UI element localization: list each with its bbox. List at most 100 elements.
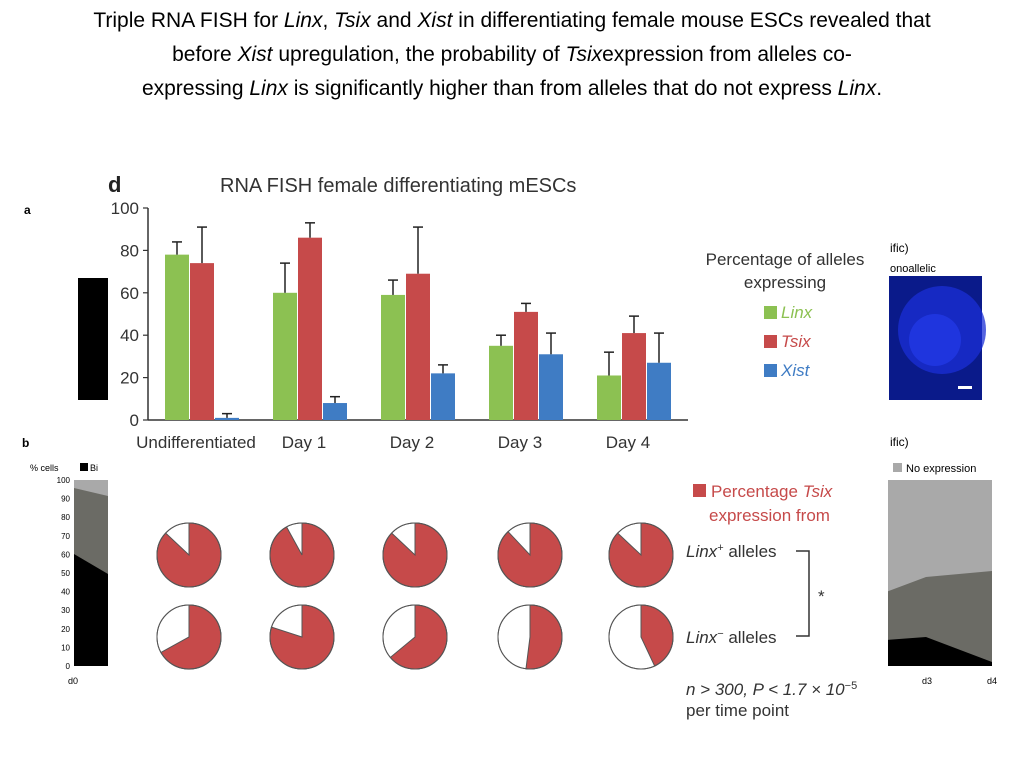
left-y-tick: 0 xyxy=(66,662,71,671)
pie-outline xyxy=(497,604,563,670)
y-tick-label: 40 xyxy=(120,326,139,345)
pie-outline xyxy=(269,522,335,588)
pie-grid xyxy=(156,522,674,670)
title-gene-name: Tsix xyxy=(334,9,371,32)
left-y-tick: 70 xyxy=(61,532,70,541)
bar-xist xyxy=(539,354,563,420)
legend-title: expressing xyxy=(744,273,826,292)
title-gene-name: Linx xyxy=(249,77,288,100)
title-text: . xyxy=(876,77,883,100)
y-tick-label: 0 xyxy=(130,411,139,430)
legend-swatch-linx xyxy=(764,306,777,319)
right-x-tick: d3 xyxy=(922,676,932,686)
panel-a-image-left xyxy=(78,278,108,400)
bar-linx xyxy=(489,345,513,420)
bar-xist xyxy=(647,362,671,420)
pie-row-label: Linx+ alleles xyxy=(686,542,777,561)
right-top-fragment2: onoallelic xyxy=(890,263,936,275)
left-x-tick: d0 xyxy=(68,676,78,686)
panel-a-letter: a xyxy=(24,203,31,217)
pie-row-sign: + xyxy=(717,542,723,554)
no-expression-swatch xyxy=(893,463,902,472)
title-gene-name: Linx xyxy=(837,77,877,100)
legend-label-xist: Xist xyxy=(780,361,811,380)
x-tick-label: Undifferentiated xyxy=(136,433,256,452)
pie-row-gene: Linx xyxy=(686,628,718,647)
title-text: expressing xyxy=(141,77,250,100)
bar-xist xyxy=(431,373,455,420)
right-top-fragment: ific) xyxy=(890,241,909,255)
y-tick-label: 80 xyxy=(120,241,139,260)
pie-row-rest: alleles xyxy=(724,628,777,647)
pct-cells-label: % cells xyxy=(30,463,59,473)
bar-tsix xyxy=(406,273,430,420)
pie-outline xyxy=(156,522,222,588)
slide-title: Triple RNA FISH for Linx, Tsix and Xist … xyxy=(0,4,1024,106)
x-tick-label: Day 3 xyxy=(498,433,542,452)
title-text: upregulation, the probability of xyxy=(272,43,566,66)
bar-tsix xyxy=(514,311,538,420)
title-text: , xyxy=(322,9,335,32)
y-tick-label: 100 xyxy=(111,199,139,218)
bar-tsix xyxy=(190,263,214,420)
pie-outline xyxy=(269,604,335,670)
title-text: Triple RNA FISH for xyxy=(93,9,284,32)
pie-outline xyxy=(608,604,674,670)
pie-legend-title: expression from xyxy=(709,506,830,525)
left-y-tick: 90 xyxy=(61,495,70,504)
pie-row-sign: − xyxy=(717,628,723,640)
bi-swatch xyxy=(80,463,88,471)
x-axis-labels: Undifferentiated Day 1 Day 2 Day 3 Day 4 xyxy=(136,433,650,452)
legend-label-linx: Linx xyxy=(781,303,813,322)
y-tick-label: 20 xyxy=(120,369,139,388)
title-gene-name: Xist xyxy=(237,43,273,66)
x-tick-label: Day 4 xyxy=(606,433,650,452)
left-y-tick: 100 xyxy=(57,476,71,485)
left-y-tick: 60 xyxy=(61,550,70,559)
title-text: expression from alleles co- xyxy=(602,43,852,66)
bars xyxy=(165,222,671,420)
left-y-tick: 50 xyxy=(61,569,70,578)
pie-row-label: Linx− alleles xyxy=(686,628,777,647)
bar-chart-title: RNA FISH female differentiating mESCs xyxy=(220,175,576,197)
x-tick-label: Day 1 xyxy=(282,433,326,452)
right-x-ticks: d3 d4 xyxy=(922,676,997,686)
bar-linx xyxy=(165,254,189,420)
bar-chart: d RNA FISH female differentiating mESCs … xyxy=(108,172,864,452)
stat-text: n > 300, P < 1.7 × 10 xyxy=(686,680,845,699)
left-area-black xyxy=(74,554,108,666)
title-text: in differentiating female mouse ESCs rev… xyxy=(452,9,931,32)
title-text: and xyxy=(370,9,418,32)
title-text: before xyxy=(172,43,238,66)
left-y-tick: 30 xyxy=(61,606,70,615)
left-y-tick: 20 xyxy=(61,625,70,634)
bar-xist xyxy=(323,403,347,420)
bar-xist xyxy=(215,417,239,420)
stat-exponent: −5 xyxy=(845,680,858,692)
slide-title-line: Triple RNA FISH for Linx, Tsix and Xist … xyxy=(0,4,1024,38)
pie-row-rest: alleles xyxy=(724,542,777,561)
panel-b-letter: b xyxy=(22,436,29,450)
pie-outline xyxy=(497,522,563,588)
pie-legend-swatch xyxy=(693,484,706,497)
pie-outline xyxy=(382,604,448,670)
bar-linx xyxy=(381,294,405,420)
title-text: is significantly higher than from allele… xyxy=(287,77,838,100)
legend-title: Percentage of alleles xyxy=(706,250,865,269)
pie-outline xyxy=(156,604,222,670)
bar-tsix xyxy=(298,237,322,420)
stat-line-2: per time point xyxy=(686,701,789,720)
pie-legend-prefix: Percentage xyxy=(711,482,803,501)
legend-swatch-xist xyxy=(764,364,777,377)
scale-bar xyxy=(958,386,972,389)
right-area-black xyxy=(886,637,992,666)
bar-legend: Percentage of alleles expressing Linx Tsix X… xyxy=(706,250,865,380)
pie-row-gene: Linx xyxy=(686,542,718,561)
left-y-tick: 40 xyxy=(61,588,70,597)
pie-outline xyxy=(608,522,674,588)
title-gene-name: Tsix xyxy=(565,43,603,66)
title-gene-name: Xist xyxy=(417,9,453,32)
